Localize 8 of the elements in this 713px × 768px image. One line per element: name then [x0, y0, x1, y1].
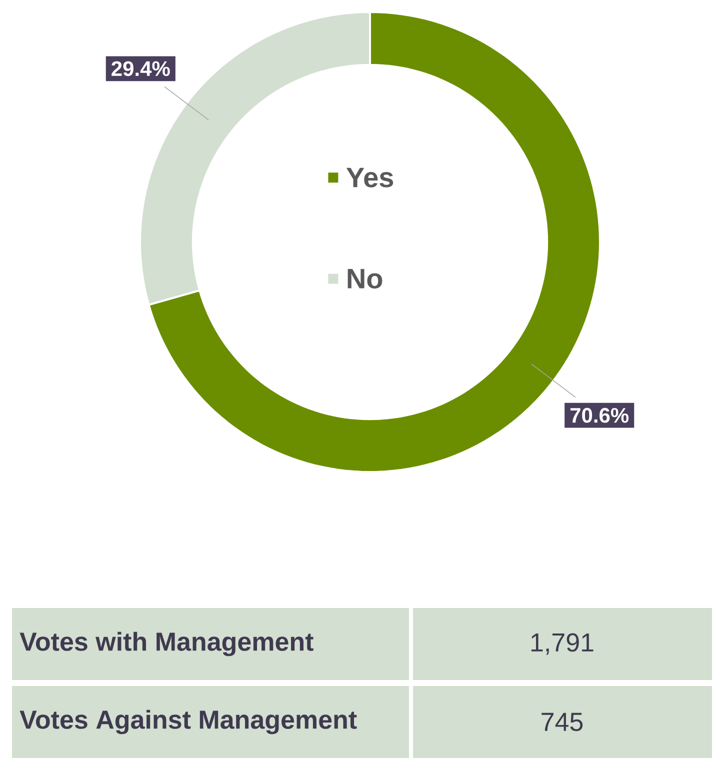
data-label: 29.4%: [112, 61, 170, 76]
text: Votes Against Management: [20, 710, 357, 734]
legend-label: No: [348, 269, 382, 289]
text: 745: [542, 712, 583, 732]
data-label: 70.6%: [570, 408, 629, 423]
legend-label: Yes: [346, 168, 394, 188]
text: 1,791: [531, 633, 594, 655]
text: Votes with Management: [20, 632, 314, 656]
